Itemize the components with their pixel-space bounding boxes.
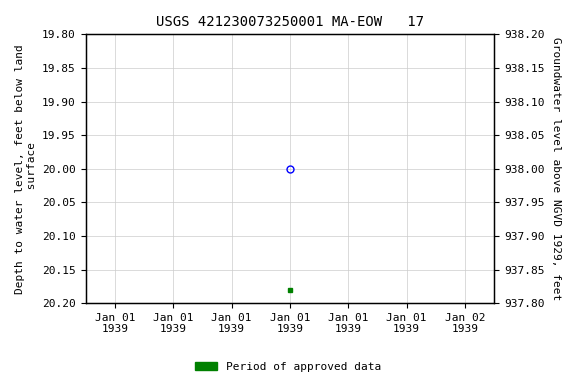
Legend: Period of approved data: Period of approved data [191, 358, 385, 377]
Title: USGS 421230073250001 MA-EOW   17: USGS 421230073250001 MA-EOW 17 [156, 15, 424, 29]
Y-axis label: Groundwater level above NGVD 1929, feet: Groundwater level above NGVD 1929, feet [551, 37, 561, 300]
Y-axis label: Depth to water level, feet below land
 surface: Depth to water level, feet below land su… [15, 44, 37, 294]
